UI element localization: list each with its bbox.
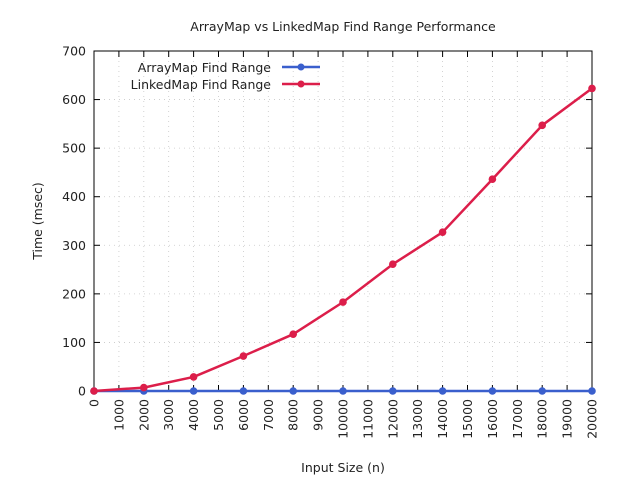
grid-lines xyxy=(94,51,592,391)
x-tick-label: 20000 xyxy=(585,399,600,439)
x-tick-label: 5000 xyxy=(211,399,226,431)
y-tick-label: 400 xyxy=(62,189,86,204)
x-axis-label: Input Size (n) xyxy=(301,460,385,475)
x-tick-label: 4000 xyxy=(186,399,201,431)
x-tick-label: 17000 xyxy=(510,399,525,439)
y-tick-label: 500 xyxy=(62,141,86,156)
data-point-linkedmap-find-range xyxy=(588,84,596,93)
legend: ArrayMap Find Range LinkedMap Find Range xyxy=(131,60,320,92)
data-point-arraymap-find-range xyxy=(438,387,447,395)
legend-label-arraymap: ArrayMap Find Range xyxy=(138,60,272,75)
x-tick-label: 15000 xyxy=(460,399,475,439)
data-point-arraymap-find-range xyxy=(239,387,248,395)
data-point-arraymap-find-range xyxy=(538,387,546,395)
x-tick-label: 10000 xyxy=(336,399,351,439)
data-point-linkedmap-find-range xyxy=(140,383,148,392)
x-tick-label: 11000 xyxy=(360,399,375,439)
y-tick-label: 700 xyxy=(62,44,86,59)
data-point-arraymap-find-range xyxy=(488,387,497,395)
legend-label-linkedmap: LinkedMap Find Range xyxy=(131,77,272,92)
x-tick-label: 12000 xyxy=(385,399,400,439)
data-point-linkedmap-find-range xyxy=(239,352,248,360)
series-lines xyxy=(90,84,596,395)
x-tick-label: 16000 xyxy=(485,399,500,439)
x-tick-label: 2000 xyxy=(136,399,151,431)
x-tick-label: 14000 xyxy=(435,399,450,439)
legend-marker-arraymap xyxy=(297,63,305,71)
data-point-arraymap-find-range xyxy=(189,387,198,395)
y-axis-label: Time (msec) xyxy=(30,182,45,261)
data-point-linkedmap-find-range xyxy=(90,387,98,395)
data-point-linkedmap-find-range xyxy=(289,330,298,338)
data-point-arraymap-find-range xyxy=(289,387,298,395)
y-tick-label: 0 xyxy=(78,384,86,399)
y-tick-label: 300 xyxy=(62,238,86,253)
data-point-arraymap-find-range xyxy=(588,387,596,395)
x-tick-label: 1000 xyxy=(111,399,126,431)
data-point-linkedmap-find-range xyxy=(189,373,198,381)
x-tick-label: 8000 xyxy=(286,399,301,431)
x-tick-label: 7000 xyxy=(261,399,276,431)
data-point-linkedmap-find-range xyxy=(438,228,447,236)
x-tick-label: 19000 xyxy=(560,399,575,439)
series-line-linkedmap-find-range xyxy=(93,87,593,393)
x-tick-label: 13000 xyxy=(410,399,425,439)
data-point-arraymap-find-range xyxy=(339,387,347,395)
data-point-arraymap-find-range xyxy=(389,387,397,395)
data-point-linkedmap-find-range xyxy=(538,121,546,130)
x-tick-label: 3000 xyxy=(161,399,176,431)
data-point-linkedmap-find-range xyxy=(389,260,397,269)
data-point-linkedmap-find-range xyxy=(339,298,347,306)
chart-title: ArrayMap vs LinkedMap Find Range Perform… xyxy=(190,19,496,34)
y-tick-label: 100 xyxy=(62,335,86,350)
legend-marker-linkedmap xyxy=(297,80,305,88)
x-tick-label: 0 xyxy=(87,399,102,407)
data-point-linkedmap-find-range xyxy=(488,175,497,184)
x-tick-label: 9000 xyxy=(311,399,326,431)
x-tick-label: 6000 xyxy=(236,399,251,431)
y-tick-label: 200 xyxy=(62,286,86,301)
x-tick-label: 18000 xyxy=(535,399,550,439)
y-tick-label: 600 xyxy=(62,92,86,107)
